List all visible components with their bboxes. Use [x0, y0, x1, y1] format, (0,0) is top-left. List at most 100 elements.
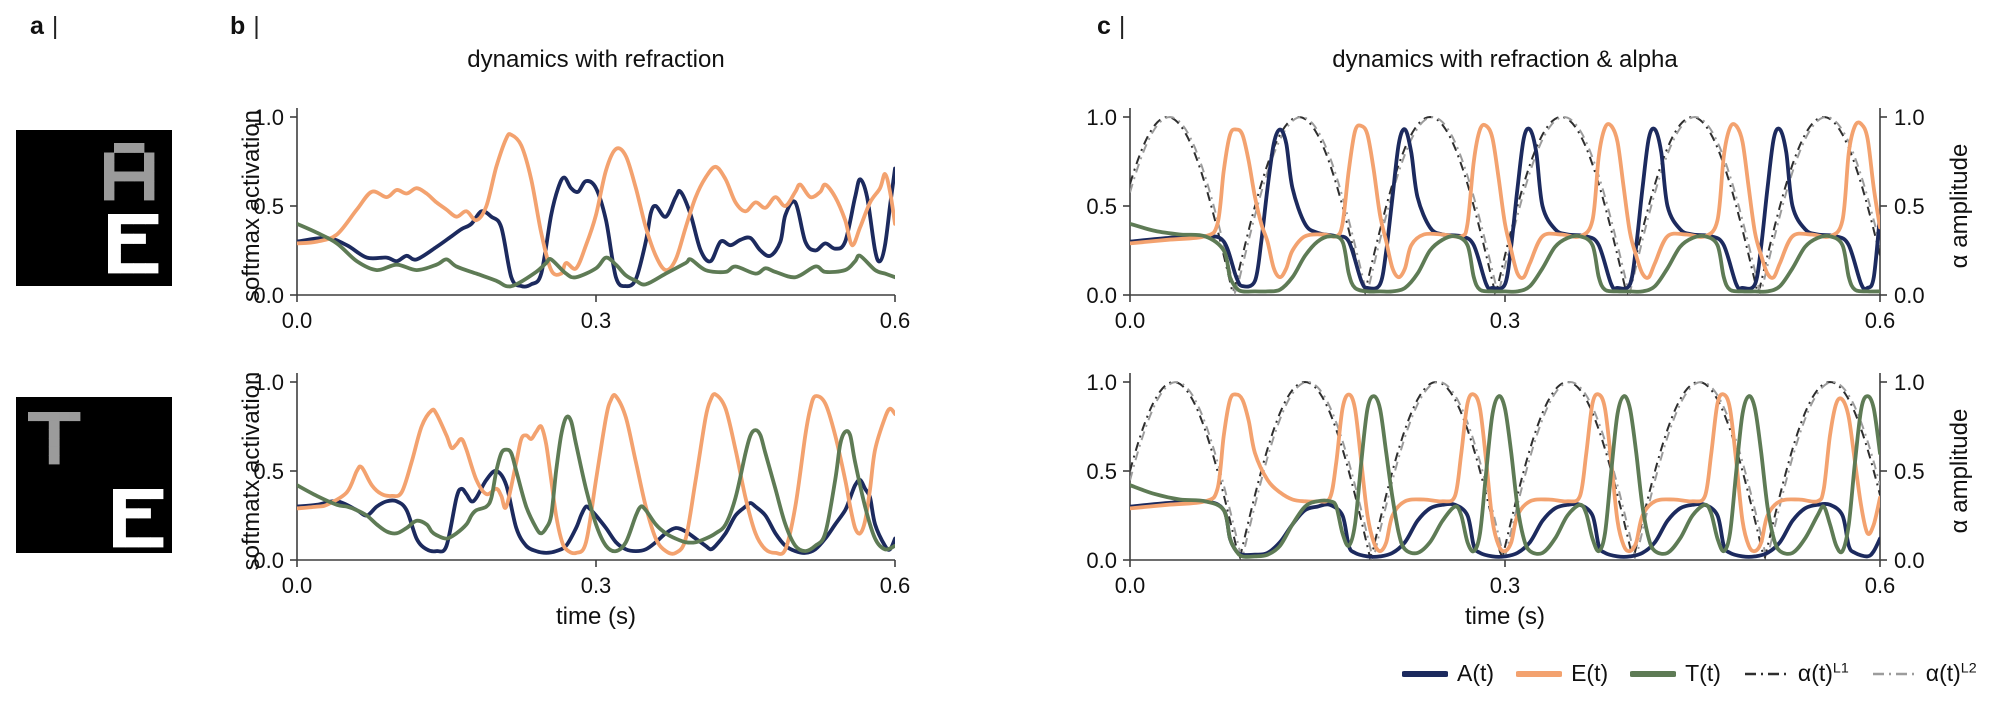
x-tick-label: 0.0 [282, 308, 313, 333]
series-T(t) [297, 414, 895, 554]
legend: A(t) E(t) T(t) α(t)L1 α(t)L2 [1402, 660, 1977, 687]
panel-separator: | [253, 12, 260, 40]
legend-dashdot-swatch-icon [1744, 672, 1787, 675]
stimulus-letter-E-pixel [138, 489, 151, 500]
stimulus-letter-E-pixel [108, 233, 121, 244]
x-tick-label: 0.0 [1115, 308, 1146, 333]
stimulus-letter-E-pixel [113, 537, 126, 548]
stimulus-letter-E-pixel [113, 518, 126, 529]
y-tick-label: 0.0 [1086, 283, 1117, 308]
x-tick-label: 0.0 [1115, 573, 1146, 598]
stimulus-letter-T-pixel [38, 412, 50, 422]
series-E(t) [297, 132, 895, 277]
x-tick-label: 0.3 [581, 308, 612, 333]
series-E(t) [297, 392, 895, 556]
stimulus-letter-E-pixel [133, 233, 146, 244]
stimulus-letter-E-pixel [138, 537, 151, 548]
stimulus-letter-A-pixel [134, 143, 145, 153]
stimulus-letter-A-pixel [144, 152, 155, 163]
series-α(t)L2 [1130, 115, 1880, 295]
legend-item-A(t): A(t) [1402, 660, 1494, 687]
stimulus-letter-E-pixel [150, 537, 164, 548]
right-y-tick-label: 1.0 [1894, 105, 1925, 130]
chart-c_top: 1.00.50.00.0 0.3 0.61.00.50.0 [1086, 105, 1924, 333]
stimulus-letter-E-pixel [138, 508, 151, 519]
stimulus-letter-E-pixel [113, 498, 126, 509]
stimulus-image-T-and-E [16, 397, 172, 553]
series-E(t) [1130, 392, 1880, 554]
legend-dashdot-swatch-icon [1872, 672, 1915, 675]
series-A(t) [297, 166, 895, 289]
legend-item-T(t): T(t) [1630, 660, 1721, 687]
stimulus-letter-T-pixel [48, 429, 60, 439]
stimulus-letter-A-pixel [104, 171, 115, 182]
series-T(t) [1130, 394, 1880, 559]
y-tick-label: 0.0 [253, 283, 284, 308]
stimulus-letter-E-pixel [150, 489, 164, 500]
chart-b_bottom: 1.0 0.5 0.00.0 0.3 0.6 [253, 370, 910, 598]
panel-separator: | [1118, 12, 1126, 40]
y-tick-label: 0.5 [253, 194, 284, 219]
stimulus-letter-E-pixel [120, 233, 134, 244]
stimulus-letter-T-pixel [48, 438, 60, 448]
y-tick-label: 0.5 [253, 459, 284, 484]
stimulus-letter-A-pixel [124, 143, 135, 153]
right-y-tick-label: 0.0 [1894, 548, 1925, 573]
stimulus-letter-T-pixel [48, 420, 60, 430]
stimulus-letter-T-pixel [69, 412, 81, 422]
legend-line-swatch-icon [1402, 670, 1448, 677]
stimulus-letter-E-pixel [108, 243, 121, 254]
right-y-tick-label: 0.0 [1894, 283, 1925, 308]
legend-item-E(t): E(t) [1516, 660, 1608, 687]
stimulus-letter-E-pixel [125, 489, 139, 500]
series-α(t)L1 [1130, 380, 1880, 560]
stimulus-letter-A-pixel [104, 162, 115, 172]
chart-title-c: dynamics with refraction & alpha [1332, 46, 1678, 73]
stimulus-svg [16, 130, 172, 286]
stimulus-image-A-over-E [16, 130, 172, 286]
series-α(t)L2 [1130, 380, 1880, 560]
panel-separator: | [51, 12, 59, 40]
stimulus-letter-E-pixel [108, 223, 121, 234]
right-y-tick-label: 0.5 [1894, 459, 1925, 484]
y-tick-label: 0.0 [1086, 548, 1117, 573]
series-E(t) [1130, 120, 1880, 280]
y-tick-label: 0.0 [253, 548, 284, 573]
x-axis-label-b: time (s) [556, 603, 636, 630]
stimulus-letter-A-pixel [134, 171, 145, 182]
right-y-tick-label: 0.5 [1894, 194, 1925, 219]
panel-label-a: a | [30, 12, 59, 40]
panel-label-c: c | [1097, 12, 1126, 40]
stimulus-letter-T-pixel [59, 412, 70, 422]
legend-line-swatch-icon [1630, 670, 1677, 677]
stimulus-letter-E-pixel [113, 508, 126, 519]
legend-item-α(t)L1: α(t)L1 [1743, 660, 1849, 687]
legend-label: T(t) [1685, 660, 1721, 686]
x-tick-label: 0.6 [880, 308, 911, 333]
x-axis-label-c: time (s) [1465, 603, 1545, 630]
right-y-tick-label: 1.0 [1894, 370, 1925, 395]
legend-label: E(t) [1571, 660, 1609, 686]
x-tick-label: 0.3 [1490, 308, 1521, 333]
stimulus-letter-A-pixel [144, 162, 155, 172]
stimulus-svg [16, 397, 172, 553]
y-tick-label: 1.0 [1086, 370, 1117, 395]
x-tick-label: 0.3 [581, 573, 612, 598]
series-T(t) [1130, 221, 1880, 294]
x-tick-label: 0.6 [1865, 573, 1896, 598]
stimulus-letter-T-pixel [28, 412, 39, 422]
y-tick-label: 1.0 [1086, 105, 1117, 130]
y-tick-label: 1.0 [253, 105, 284, 130]
stimulus-background [16, 397, 172, 553]
stimulus-letter-A-pixel [114, 171, 125, 182]
stimulus-letter-E-pixel [108, 263, 121, 274]
legend-label: A(t) [1457, 660, 1495, 686]
stimulus-letter-E-pixel [113, 527, 126, 538]
x-tick-label: 0.6 [880, 573, 911, 598]
stimulus-letter-A-pixel [104, 190, 115, 201]
series-A(t) [1130, 126, 1880, 292]
y-tick-label: 1.0 [253, 370, 284, 395]
stimulus-letter-A-pixel [104, 152, 115, 163]
stimulus-letter-E-pixel [120, 263, 134, 274]
